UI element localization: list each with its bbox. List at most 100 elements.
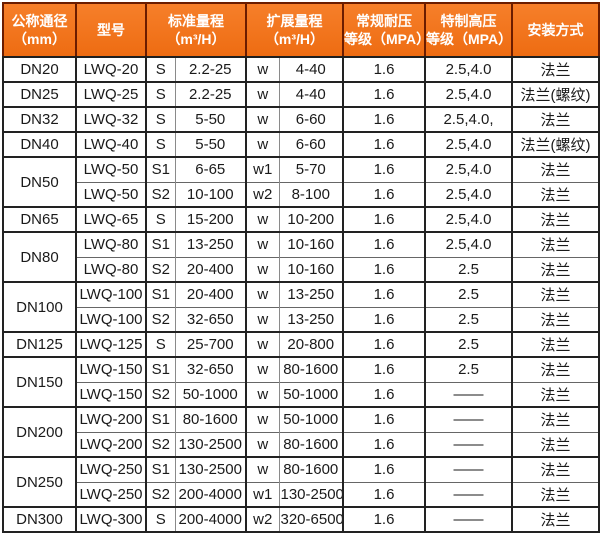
cell-installation: 法兰: [511, 281, 600, 307]
header-line: 特制高压: [440, 12, 497, 29]
cell-standard-range: 15-200: [174, 206, 246, 232]
cell-standard-code: S2: [145, 481, 175, 507]
table-row: DN20 LWQ-20 S 2.2-25 w 4-40 1.6 2.5,4.0 法兰: [2, 56, 600, 82]
cell-extended-range: 4-40: [278, 56, 343, 82]
cell-extended-code: w: [245, 106, 279, 132]
cell-model: LWQ-32: [75, 106, 146, 132]
cell-installation: 法兰: [511, 356, 600, 382]
cell-high-pressure: 2.5,4.0: [424, 181, 512, 207]
cell-normal-pressure: 1.6: [342, 331, 425, 357]
cell-normal-pressure: 1.6: [342, 56, 425, 82]
cell-standard-range: 32-650: [174, 356, 246, 382]
cell-extended-code: w2: [245, 181, 279, 207]
cell-standard-range: 6-65: [174, 156, 246, 182]
table-row: DN200 LWQ-200 S1 80-1600 w 50-1000 1.6 —— 法兰: [2, 406, 600, 457]
cell-installation: 法兰: [511, 381, 600, 407]
cell-high-pressure: 2.5,4.0: [424, 156, 512, 182]
cell-extended-range: 50-1000: [278, 381, 343, 407]
cell-nominal-diameter: DN40: [2, 131, 76, 157]
cell-nominal-diameter: DN125: [2, 331, 76, 357]
cell-nominal-diameter: DN200: [2, 406, 76, 457]
cell-installation: 法兰: [511, 406, 600, 432]
table-row: DN300 LWQ-300 S 200-4000 w2 320-6500 1.6 —— 法兰: [2, 506, 600, 533]
table-row: DN25 LWQ-25 S 2.2-25 w 4-40 1.6 2.5,4.0 法兰(螺纹): [2, 81, 600, 107]
cell-extended-range: 8-100: [278, 181, 343, 207]
cell-extended-code: w2: [245, 506, 279, 533]
cell-normal-pressure: 1.6: [342, 206, 425, 232]
cell-standard-range: 130-2500: [174, 431, 246, 457]
cell-standard-code: S: [145, 81, 175, 107]
cell-standard-range: 20-400: [174, 256, 246, 282]
cell-extended-range: 80-1600: [278, 456, 343, 482]
table-row: LWQ-50 S2 10-100 w2 8-100 1.6 2.5,4.0 法兰: [3, 181, 600, 207]
table-row: DN32 LWQ-32 S 5-50 w 6-60 1.6 2.5,4.0, 法兰: [2, 106, 600, 132]
header-line: （m³/H）: [166, 31, 226, 47]
cell-model: LWQ-50: [75, 156, 146, 182]
cell-high-pressure: 2.5: [424, 356, 512, 382]
table-row: DN40 LWQ-40 S 5-50 w 6-60 1.6 2.5,4.0 法兰(螺纹): [2, 131, 600, 157]
cell-standard-range: 20-400: [174, 281, 246, 307]
cell-installation: 法兰: [511, 456, 600, 482]
cell-normal-pressure: 1.6: [342, 106, 425, 132]
header-standard-range: 标准量程 （m³/H）: [145, 2, 247, 58]
header-line: 安装方式: [527, 21, 584, 38]
cell-model: LWQ-80: [75, 231, 146, 257]
cell-standard-code: S1: [145, 456, 175, 482]
table-row: DN150 LWQ-150 S1 32-650 w 80-1600 1.6 2.5 法兰: [2, 356, 600, 407]
cell-normal-pressure: 1.6: [342, 356, 425, 382]
header-high-pressure-rating: 特制高压 等级（MPA）: [424, 2, 513, 58]
cell-standard-range: 200-4000: [174, 481, 246, 507]
table-row: DN125 LWQ-125 S 25-700 w 20-800 1.6 2.5 法兰: [2, 331, 600, 357]
cell-model: LWQ-250: [75, 456, 146, 482]
cell-model: LWQ-100: [75, 306, 146, 332]
cell-normal-pressure: 1.6: [342, 406, 425, 432]
cell-standard-range: 5-50: [174, 106, 246, 132]
cell-extended-range: 20-800: [278, 331, 343, 357]
cell-extended-range: 10-200: [278, 206, 343, 232]
cell-high-pressure: ——: [424, 506, 512, 533]
header-installation-method: 安装方式: [511, 2, 600, 58]
cell-extended-code: w1: [245, 156, 279, 182]
cell-extended-code: w: [245, 431, 279, 457]
cell-installation: 法兰: [511, 256, 600, 282]
cell-normal-pressure: 1.6: [342, 156, 425, 182]
cell-nominal-diameter: DN250: [2, 456, 76, 507]
cell-normal-pressure: 1.6: [342, 306, 425, 332]
cell-installation: 法兰: [511, 56, 600, 82]
cell-high-pressure: 2.5: [424, 281, 512, 307]
cell-standard-range: 5-50: [174, 131, 246, 157]
cell-extended-range: 13-250: [278, 306, 343, 332]
cell-high-pressure: ——: [424, 456, 512, 482]
cell-standard-code: S1: [145, 406, 175, 432]
cell-normal-pressure: 1.6: [342, 431, 425, 457]
cell-extended-range: 5-70: [278, 156, 343, 182]
cell-model: LWQ-300: [75, 506, 146, 533]
cell-installation: 法兰: [511, 306, 600, 332]
table-row: DN100 LWQ-100 S1 20-400 w 13-250 1.6 2.5 法兰: [2, 281, 600, 332]
cell-normal-pressure: 1.6: [342, 81, 425, 107]
cell-installation: 法兰: [511, 331, 600, 357]
cell-extended-range: 10-160: [278, 231, 343, 257]
cell-extended-code: w: [245, 81, 279, 107]
table-row: DN80 LWQ-80 S1 13-250 w 10-160 1.6 2.5,4.0 法兰: [2, 231, 600, 282]
cell-nominal-diameter: DN50: [2, 156, 76, 207]
cell-nominal-diameter: DN20: [2, 56, 76, 82]
cell-model: LWQ-250: [75, 481, 146, 507]
cell-standard-code: S: [145, 131, 175, 157]
cell-high-pressure: 2.5,4.0,: [424, 106, 512, 132]
cell-installation: 法兰: [511, 431, 600, 457]
cell-high-pressure: 2.5,4.0: [424, 56, 512, 82]
cell-standard-range: 13-250: [174, 231, 246, 257]
cell-normal-pressure: 1.6: [342, 381, 425, 407]
cell-extended-code: w: [245, 256, 279, 282]
cell-standard-code: S1: [145, 231, 175, 257]
table-row: LWQ-80 S2 20-400 w 10-160 1.6 2.5 法兰: [3, 256, 600, 282]
cell-model: LWQ-150: [75, 356, 146, 382]
header-normal-pressure-rating: 常规耐压 等级（MPA）: [342, 2, 430, 58]
header-model: 型号: [75, 2, 147, 58]
cell-high-pressure: 2.5: [424, 306, 512, 332]
cell-installation: 法兰: [511, 156, 600, 182]
cell-standard-code: S1: [145, 156, 175, 182]
cell-model: LWQ-20: [75, 56, 146, 82]
